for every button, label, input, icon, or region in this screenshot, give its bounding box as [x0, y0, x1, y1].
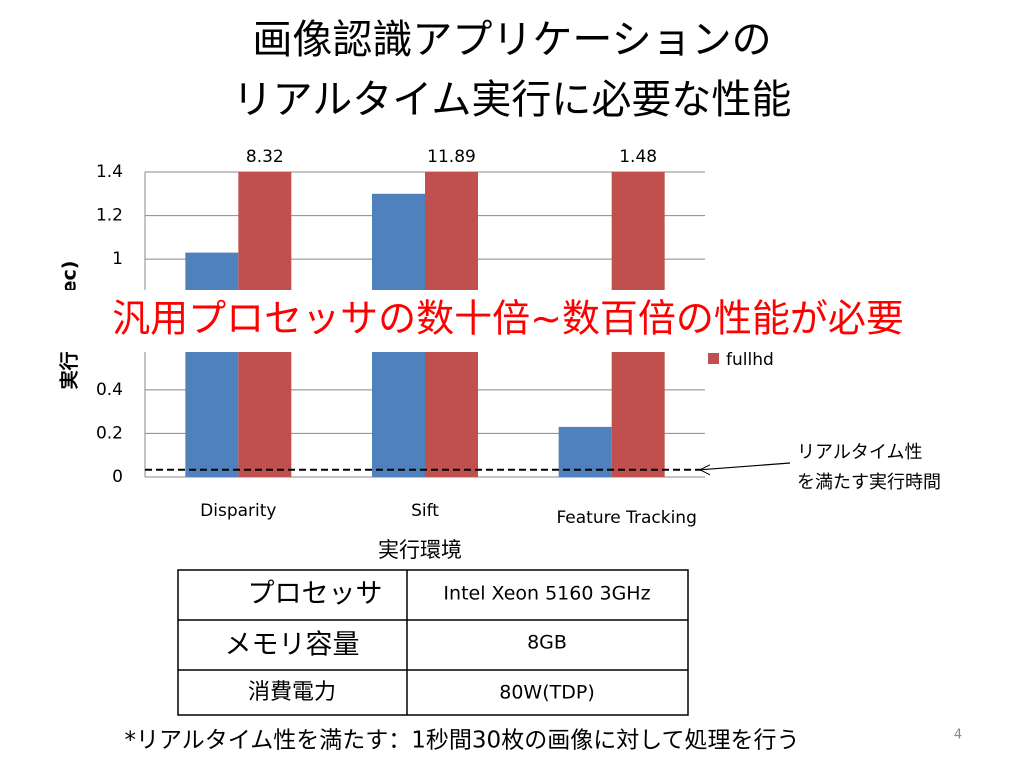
- y-tick-label: 0: [112, 467, 123, 487]
- title-line: リアルタイム実行に必要な性能: [233, 77, 792, 123]
- bar: [238, 172, 292, 477]
- table-cell: メモリ容量: [225, 630, 360, 661]
- bars: [185, 172, 665, 478]
- table: [177, 569, 689, 716]
- y-tick-label: 1.4: [96, 162, 123, 182]
- banner: 汎用プロセッサの数十倍~数百倍の性能が必要: [112, 297, 904, 341]
- page-number: 4: [954, 728, 962, 743]
- x-axis-label: 実行環境: [378, 538, 462, 562]
- table-cell: プロセッサ: [248, 579, 383, 610]
- x-tick-label: Sift: [411, 501, 439, 521]
- y-tick-label: 0.4: [96, 380, 123, 400]
- bar: [425, 172, 478, 477]
- y-tick-label: 1.2: [96, 206, 123, 226]
- table-cell: 80W(TDP): [499, 682, 594, 704]
- banner-bg: [50, 290, 968, 352]
- annotation: リアルタイム性: [797, 442, 922, 463]
- bar: [558, 426, 612, 477]
- table-cell: 消費電力: [248, 680, 336, 705]
- title-line: 画像認識アプリケーションの: [252, 17, 771, 63]
- arrow-head: [699, 464, 711, 476]
- table-cell: Intel Xeon 5160 3GHz: [443, 583, 650, 605]
- legend-label: fullhd: [726, 350, 774, 370]
- y-tick-label: 1: [112, 249, 123, 269]
- legend-swatch: [708, 353, 719, 364]
- x-tick-label: Feature Tracking: [556, 508, 696, 528]
- value-label: 1.48: [619, 147, 657, 167]
- table-cell: 8GB: [527, 632, 567, 654]
- value-label: 11.89: [427, 147, 476, 167]
- x-tick-label: Disparity: [200, 501, 276, 521]
- bar: [185, 252, 239, 477]
- value-label: 8.32: [246, 147, 284, 167]
- annotation-arrow: [699, 462, 791, 471]
- annotation: を満たす実行時間: [797, 472, 941, 493]
- footnote: *リアルタイム性を満たす：1秒間30枚の画像に対して処理を行う: [124, 728, 799, 754]
- y-tick-label: 0.2: [96, 423, 123, 443]
